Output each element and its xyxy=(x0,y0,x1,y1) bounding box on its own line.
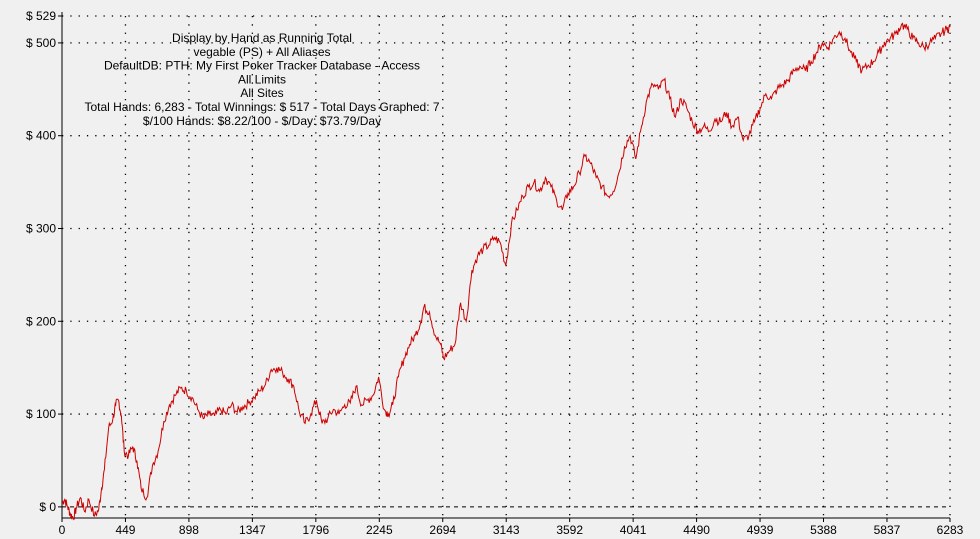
x-tick-label: 4490 xyxy=(683,523,710,537)
y-tick-label: $ 300 xyxy=(26,221,56,235)
info-line: All Sites xyxy=(240,86,283,100)
info-line: All Limits xyxy=(238,72,286,86)
grid-lines xyxy=(62,15,951,518)
x-tick-label: 6283 xyxy=(937,523,964,537)
x-tick-label: 898 xyxy=(179,523,199,537)
x-tick-label: 0 xyxy=(59,523,66,537)
x-tick-label: 4041 xyxy=(620,523,647,537)
x-tick-label: 5837 xyxy=(874,523,901,537)
y-tick-label: $ 0 xyxy=(39,500,56,514)
x-tick-label: 2245 xyxy=(366,523,393,537)
x-tick-label: 1796 xyxy=(302,523,329,537)
y-tick-label: $ 529 xyxy=(26,9,56,23)
info-line: Display by Hand as Running Total xyxy=(172,31,352,45)
y-tick-label: $ 100 xyxy=(26,407,56,421)
info-line: Total Hands: 6,283 - Total Winnings: $ 5… xyxy=(84,100,439,114)
x-tick-label: 449 xyxy=(115,523,135,537)
y-tick-label: $ 500 xyxy=(26,36,56,50)
series-layer xyxy=(61,22,951,521)
chart-info-block: Display by Hand as Running Totalvegable … xyxy=(84,31,439,128)
y-tick-label: $ 200 xyxy=(26,314,56,328)
info-line: $/100 Hands: $8.22/100 - $/Day: $73.79/D… xyxy=(143,114,381,128)
x-tick-label: 4939 xyxy=(747,523,774,537)
info-line: DefaultDB: PTH: My First Poker Tracker D… xyxy=(104,59,420,73)
x-tick-label: 3592 xyxy=(556,523,583,537)
info-line: vegable (PS) + All Aliases xyxy=(193,45,330,59)
x-tick-label: 1347 xyxy=(239,523,266,537)
x-tick-label: 3143 xyxy=(493,523,520,537)
x-tick-labels: 0 449 898 1347 1796 2245 2694 3143 3592 4041 4490 4… xyxy=(59,518,964,537)
y-tick-label: $ 400 xyxy=(26,129,56,143)
y-tick-labels: $ 0 $ 100 $ 200 $ 300 $ 400 $ 500 $ 529 xyxy=(26,9,62,514)
x-tick-label: 5388 xyxy=(810,523,837,537)
winnings-series-line xyxy=(61,22,951,521)
x-tick-label: 2694 xyxy=(429,523,456,537)
